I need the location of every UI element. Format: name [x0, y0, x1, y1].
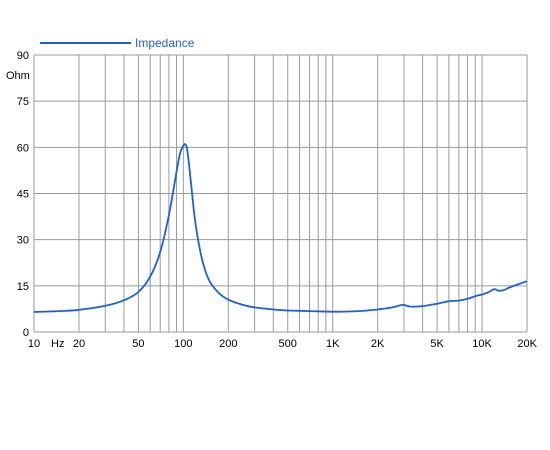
- x-tick-label: 20K: [517, 338, 537, 350]
- y-tick-label: 0: [23, 327, 29, 339]
- impedance-curve: [33, 143, 528, 313]
- legend: Impedance: [40, 36, 195, 50]
- y-unit-label: Ohm: [6, 70, 30, 82]
- x-tick-label: 5K: [430, 338, 444, 350]
- y-tick-label: 30: [17, 235, 29, 247]
- x-gridlines: [33, 55, 528, 332]
- x-tick-label: 50: [132, 338, 144, 350]
- x-tick-label: 200: [219, 338, 237, 350]
- y-tick-label: 15: [17, 281, 29, 293]
- y-tick-label: 45: [17, 189, 29, 201]
- x-tick-labels: 10 20 50 100 200 500 1K 2K 5K 10K 20K: [28, 338, 538, 350]
- y-tick-label: 60: [17, 142, 29, 154]
- legend-label-impedance: Impedance: [135, 36, 195, 50]
- x-tick-label: 10: [28, 338, 40, 350]
- y-tick-label: 90: [17, 50, 29, 62]
- x-tick-label: 20: [73, 338, 85, 350]
- y-tick-labels: 0 15 30 45 60 75 90: [17, 50, 29, 339]
- x-tick-label: 1K: [326, 338, 340, 350]
- x-tick-label: 10K: [472, 338, 492, 350]
- y-tick-label: 75: [17, 96, 29, 108]
- x-unit-label: Hz: [51, 338, 64, 350]
- x-tick-label: 100: [174, 338, 192, 350]
- y-gridlines: [34, 54, 527, 333]
- x-tick-label: 500: [279, 338, 297, 350]
- x-tick-label: 2K: [371, 338, 385, 350]
